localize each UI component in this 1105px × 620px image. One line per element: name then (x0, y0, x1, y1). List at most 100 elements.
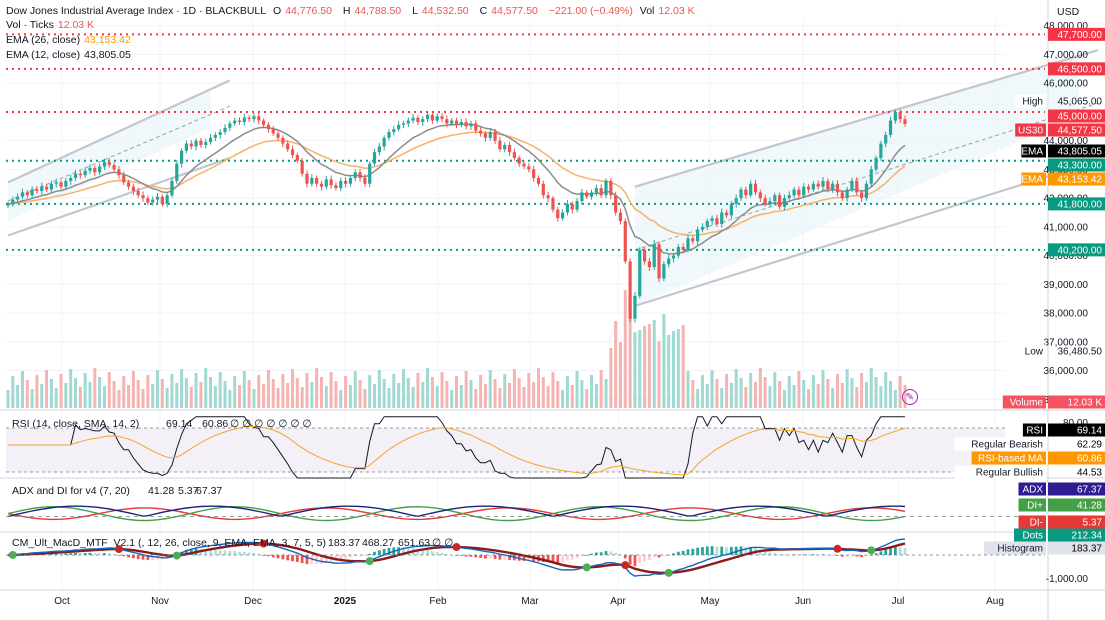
volume-bar (725, 374, 729, 408)
brush-icon[interactable]: ✎ (902, 389, 918, 405)
macd-title: CM_Ult_MacD_MTF_V2.1 (, 12, 26, close, 9… (12, 537, 326, 549)
rsi-ma-line (8, 425, 906, 476)
adx-diplus-value: 41.28 (148, 485, 174, 497)
volume-bar (218, 372, 222, 408)
volume-bar (59, 374, 63, 408)
candle-body (372, 152, 377, 164)
candle-body (242, 117, 246, 122)
candle-body (724, 212, 729, 216)
macd-histogram-bar (633, 555, 637, 567)
macd-histogram-bar (281, 555, 285, 560)
volume-bar (131, 371, 135, 408)
candle-body (657, 244, 661, 279)
di-plus-line (7, 505, 906, 522)
volume-bar (387, 388, 391, 408)
macd-histogram-bar (758, 549, 762, 555)
candle-body (16, 196, 20, 200)
currency-label[interactable]: USD (1057, 6, 1080, 18)
ema12-legend[interactable]: EMA (12, close) 43,805.05 (6, 49, 135, 62)
macd-cross-dot (664, 568, 673, 577)
rsi-tag-box (1048, 423, 1105, 437)
ema26-legend[interactable]: EMA (26, close) 43,153.42 (6, 34, 135, 47)
volume-bar (787, 376, 791, 408)
rsi-ma-value: 60.86 (202, 418, 228, 430)
macd-histogram-bar (657, 555, 661, 558)
volume-bar (768, 386, 772, 408)
candle-body (474, 123, 478, 131)
price-tag-label-box (1021, 344, 1046, 358)
volume-bar (754, 382, 757, 408)
symbol-legend[interactable]: Dow Jones Industrial Average Index · 1D … (6, 5, 703, 18)
candle-body (599, 188, 603, 196)
vol-ticks-value: 12.03 K (57, 19, 95, 31)
volume-legend[interactable]: Vol · Ticks 12.03 K (6, 19, 98, 32)
candle-body (614, 195, 618, 213)
candle-body (266, 124, 271, 130)
candle-body (850, 180, 854, 190)
volume-bar (295, 378, 299, 408)
macd-histogram-bar (585, 554, 589, 556)
price-tick-label: 39,000.00 (1044, 280, 1089, 291)
ema26-label: EMA (26, close) (6, 34, 81, 46)
macd-histogram-bar (440, 552, 444, 555)
candle-body (102, 162, 107, 167)
candle-body (88, 167, 92, 171)
volume-bar (700, 375, 704, 408)
macd-tag-value: 212.34 (1071, 531, 1102, 542)
macd-histogram-bar (233, 550, 237, 555)
volume-bar (406, 378, 410, 408)
macd-histogram-bar (136, 555, 140, 560)
macd-histogram-bar (445, 553, 449, 555)
macd-histogram-bar (604, 551, 608, 555)
macd-histogram-bar (850, 555, 854, 556)
volume-bar (860, 373, 864, 408)
macd-histogram-bar (662, 555, 666, 557)
volume-bar (681, 325, 685, 408)
time-axis-label: Nov (151, 596, 169, 607)
volume-bar (281, 374, 285, 408)
macd-histogram-bar (213, 549, 217, 555)
candle-body (319, 183, 324, 187)
volume-bar (667, 335, 671, 408)
candle-body (175, 163, 179, 181)
macd-histogram-bar (855, 555, 859, 557)
candle-body (691, 238, 695, 242)
macd-histogram-bar (320, 555, 323, 564)
candle-body (570, 203, 574, 210)
macd-histogram-bar (672, 553, 675, 555)
volume-bar (657, 341, 661, 408)
candle-body (83, 170, 87, 176)
rsi-tag-value: 62.29 (1077, 440, 1102, 451)
time-axis-label: Feb (429, 596, 447, 607)
macd-histogram-bar (773, 552, 777, 555)
candle-body (218, 132, 222, 135)
macd-histogram-bar (88, 552, 92, 555)
candle-body (585, 192, 589, 197)
price-tick-label: 44,000.00 (1044, 136, 1089, 147)
candle-body (845, 189, 849, 199)
volume-bar (78, 387, 82, 408)
price-tag-box (1048, 243, 1105, 257)
candle-body (903, 119, 907, 125)
macd-histogram-bar (218, 550, 222, 555)
macd-histogram-bar (69, 553, 73, 555)
candle-body (715, 218, 719, 224)
macd-histogram-bar (691, 548, 695, 555)
macd-tag-label-box (1014, 528, 1046, 542)
macd-histogram-bar (223, 550, 227, 555)
macd-histogram-bar (484, 555, 487, 559)
volume-bar (493, 379, 497, 408)
macd-histogram-bar (267, 555, 270, 557)
macd-histogram-bar (903, 548, 907, 555)
adx-line (7, 505, 906, 518)
time-axis-label: Mar (521, 596, 539, 607)
candle-body (20, 192, 25, 197)
volume-bar (623, 290, 627, 408)
volume-bar (488, 370, 492, 408)
macd-histogram-bar (455, 555, 458, 556)
adx-tag-label: DI+ (1027, 501, 1043, 512)
candle-body (792, 189, 796, 196)
volume-bar (517, 378, 521, 408)
volume-bar (498, 388, 502, 408)
